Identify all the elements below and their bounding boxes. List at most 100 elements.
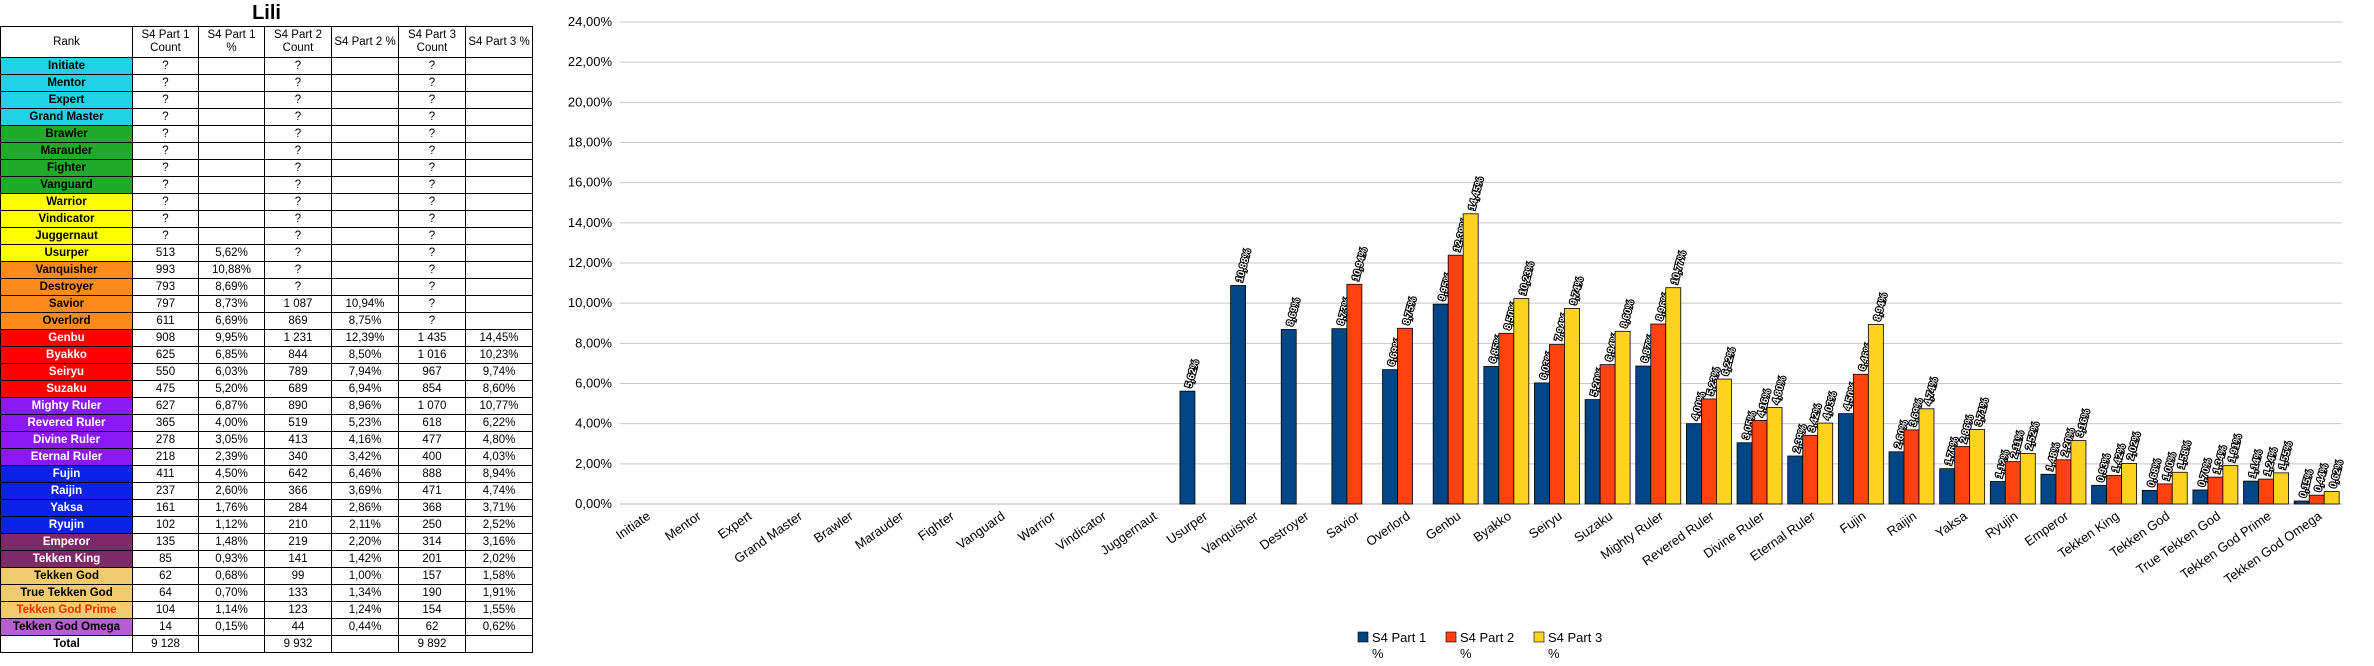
s4p1-pct-cell: 3,05% [198, 431, 265, 449]
bar [1650, 323, 1667, 505]
s4p2-count-cell: 99 [264, 567, 332, 585]
s4p1-pct-cell: 1,14% [198, 601, 265, 619]
s4p2-pct-cell [331, 108, 399, 126]
s4p3-count-cell: ? [398, 91, 466, 109]
s4p2-pct-cell [331, 210, 399, 228]
s4p2-pct-cell: 8,50% [331, 346, 399, 364]
rank-name-cell: Byakko [0, 346, 133, 364]
table-row: Grand Master??? [0, 108, 534, 126]
s4p3-count-cell: 62 [398, 618, 466, 636]
data-label: 10,77% [1670, 250, 1689, 286]
s4p2-pct-cell: 6,94% [331, 380, 399, 398]
bar [2055, 459, 2072, 505]
rank-name-cell: Divine Ruler [0, 431, 133, 449]
s4p1-count-cell: 14 [132, 618, 199, 636]
rank-name-cell: Overlord [0, 312, 133, 330]
s4p2-count-cell: ? [264, 210, 332, 228]
s4p1-pct-cell [198, 142, 265, 160]
legend-label-unit: % [1548, 646, 1560, 661]
table-row: Genbu 908 9,95% 1 231 12,39% 1 435 14,45% [0, 329, 534, 347]
x-tick-label: Overlord [1363, 508, 1412, 549]
s4p2-count-cell: ? [264, 142, 332, 160]
bar [1346, 283, 1363, 505]
s4p3-pct-cell: 4,80% [464, 431, 534, 449]
table-row: Usurper 513 5,62%?? [0, 244, 534, 262]
rank-name-cell: Tekken God Omega [0, 618, 133, 636]
bar [1888, 451, 1905, 505]
s4p1-count-cell: 611 [132, 312, 199, 330]
bar [1954, 446, 1971, 505]
bar [2293, 500, 2310, 505]
bar [2106, 475, 2122, 505]
header-s4p2-count: S4 Part 2 Count [264, 26, 332, 58]
legend-label: S4 Part 1 [1372, 630, 1426, 645]
x-tick-label: Destroyer [1257, 508, 1312, 553]
y-tick-label: 0,00% [575, 496, 612, 511]
s4p3-count-cell: 854 [398, 380, 466, 398]
s4p1-pct-cell: 4,00% [198, 414, 265, 432]
s4p2-count-cell: ? [264, 74, 332, 92]
data-label: 3,71% [1973, 397, 1991, 427]
s4p1-count-cell: 550 [132, 363, 199, 381]
s4p3-count-cell: 154 [398, 601, 466, 619]
s4p3-count-cell: ? [398, 312, 466, 330]
rank-name-cell: Grand Master [0, 108, 133, 126]
s4p1-pct-cell [198, 159, 265, 177]
s4p3-count-cell: 477 [398, 431, 466, 449]
s4p3-pct-cell: 1,58% [464, 567, 534, 585]
s4p1-pct-cell: 6,85% [198, 346, 265, 364]
s4p3-count-cell: ? [398, 244, 466, 262]
s4p1-count-cell: ? [132, 91, 199, 109]
data-label: 4,03% [1821, 391, 1839, 421]
table-row: Brawler??? [0, 125, 534, 143]
table-row: Mentor??? [0, 74, 534, 92]
s4p2-pct-cell [331, 278, 399, 296]
s4p3-pct-cell: 14,45% [464, 329, 534, 347]
s4p1-count-cell: ? [132, 125, 199, 143]
bar [1736, 442, 1753, 505]
data-label: 0,15% [2298, 468, 2316, 498]
s4p1-pct-cell: 8,73% [198, 295, 265, 313]
s4p3-count-cell: ? [398, 193, 466, 211]
rank-name-cell: Genbu [0, 329, 133, 347]
y-tick-label: 8,00% [575, 335, 612, 350]
s4p1-count-cell: ? [132, 176, 199, 194]
data-label: 6,22% [1720, 347, 1738, 377]
table-row: Marauder??? [0, 142, 534, 160]
s4p2-count-cell: 133 [264, 584, 332, 602]
data-label: 9,74% [1568, 276, 1586, 306]
table-row: Fujin 411 4,50% 642 6,46% 888 8,94% [0, 465, 534, 483]
legend-label: S4 Part 3 [1548, 630, 1602, 645]
s4p3-count-cell: 400 [398, 448, 466, 466]
s4p1-count-cell: 627 [132, 397, 199, 415]
s4p2-pct-cell [331, 91, 399, 109]
s4p3-count-cell: ? [398, 142, 466, 160]
s4p3-pct-cell [464, 159, 534, 177]
s4p2-count-cell: 689 [264, 380, 332, 398]
s4p1-pct-cell: 2,39% [198, 448, 265, 466]
s4p1-pct-cell [198, 74, 265, 92]
bar [1751, 420, 1768, 505]
header-s4p1-pct: S4 Part 1 % [198, 26, 265, 58]
bar [1549, 344, 1565, 505]
s4p1-count-cell: 85 [132, 550, 199, 568]
s4p2-count-cell: 413 [264, 431, 332, 449]
s4p2-pct-cell [331, 142, 399, 160]
table-row: Savior 797 8,73% 1 087 10,94%? [0, 295, 534, 313]
s4p2-pct-cell: 2,20% [331, 533, 399, 551]
bar [1513, 298, 1530, 505]
table-row: Byakko 625 6,85% 844 8,50% 1 016 10,23% [0, 346, 534, 364]
legend: S4 Part 1%S4 Part 2%S4 Part 3% [1357, 630, 1602, 661]
s4p1-count-cell: 64 [132, 584, 199, 602]
rank-name-cell: Revered Ruler [0, 414, 133, 432]
s4p3-count-cell: ? [398, 74, 466, 92]
rank-name-cell: Destroyer [0, 278, 133, 296]
rank-name-cell: Vanguard [0, 176, 133, 194]
bar [1665, 287, 1682, 505]
s4p3-pct-cell [464, 295, 534, 313]
data-label: 2,52% [2024, 421, 2042, 451]
bar [1837, 413, 1854, 505]
s4p2-pct-cell: 1,42% [331, 550, 399, 568]
s4p1-count-cell: 908 [132, 329, 199, 347]
s4p3-count-cell: 1 016 [398, 346, 466, 364]
